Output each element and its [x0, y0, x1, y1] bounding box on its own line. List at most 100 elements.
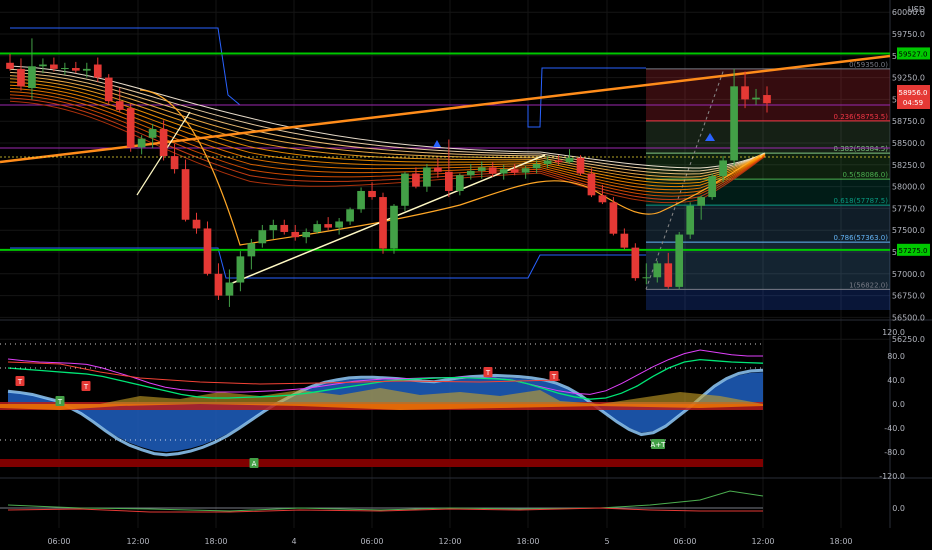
candle-body [379, 197, 387, 249]
candle-body [434, 167, 442, 172]
candle-body [642, 277, 651, 279]
ma-line [9, 75, 766, 178]
candle-body [368, 190, 376, 198]
fib-level-label: 1(56822.0) [849, 281, 888, 289]
lower-pane [0, 490, 764, 513]
time-tick-label: 06:00 [47, 537, 70, 546]
price-tick-label: 57750.0 [892, 204, 925, 213]
candle-body [653, 263, 662, 278]
fib-trend-line [645, 68, 725, 290]
time-tick-label: 18:00 [516, 537, 539, 546]
oscillator-tick-label: 120.0 [882, 328, 905, 337]
time-tick-label: 18:00 [204, 537, 227, 546]
candle-body [587, 173, 596, 196]
candle-body [730, 86, 738, 161]
oscillator-signal-label: T [83, 383, 89, 391]
candle-body [225, 282, 234, 296]
price-tick-label: 60000.0 [892, 8, 925, 17]
fib-level-label: 0.382(58384.5) [834, 145, 889, 153]
price-tick-label: 57500.0 [892, 226, 925, 235]
oscillator-wave-area [8, 372, 763, 452]
oscillator-tick-label: 80.0 [887, 352, 905, 361]
up-arrow-marker [433, 140, 441, 147]
candle-body [236, 256, 245, 283]
candle-body [708, 176, 716, 198]
price-tick-label: 56250.0 [892, 335, 925, 344]
oscillator-signal-badge [81, 381, 91, 391]
candle-body [412, 173, 420, 187]
candle-body [390, 205, 398, 249]
price-tick-label: 58500.0 [892, 139, 925, 148]
bottom-band [0, 459, 763, 467]
time-tick-label: 18:00 [829, 537, 852, 546]
up-arrow-marker [705, 133, 715, 141]
oscillator-tick-label: -80.0 [884, 448, 905, 457]
level-price-badge [897, 47, 930, 60]
candle-body [17, 68, 25, 87]
oscillator-signal-label: T [551, 373, 557, 381]
candle-body [82, 68, 91, 71]
time-tick-label: 12:00 [751, 537, 774, 546]
candle-body [346, 209, 354, 222]
candle-body [499, 169, 508, 174]
oscillator-pane: T T T A T T A+T [0, 343, 764, 468]
ma-slow [139, 89, 761, 246]
level-price-badge [897, 243, 930, 256]
oscillator-tick-label: 40.0 [887, 376, 905, 385]
candle-body [357, 190, 365, 210]
candle-body [302, 231, 311, 238]
candle-body [763, 95, 771, 104]
candle-body [521, 168, 530, 173]
fib-zone-extension [646, 289, 890, 310]
candle-body [598, 195, 607, 203]
oscillator-tick-label: -120.0 [879, 472, 905, 481]
candle-body [510, 169, 519, 173]
oscillator-signal-badge [483, 367, 493, 377]
last-price-value: 58956.0 [899, 89, 928, 97]
time-tick-label: 12:00 [126, 537, 149, 546]
currency-label: USD [908, 5, 925, 14]
candle-body [115, 101, 124, 110]
oscillator-signal-badge [249, 458, 259, 468]
time-tick-label: 4 [291, 537, 296, 546]
channel-lower [10, 247, 646, 279]
price-tick-label: 56500.0 [892, 313, 925, 322]
candle-body [28, 66, 36, 89]
candle-body [170, 156, 179, 170]
candle-body [126, 108, 135, 148]
candle-body [686, 205, 695, 235]
candle-body [423, 167, 431, 187]
candle-body [565, 157, 574, 163]
candle-body [61, 68, 69, 70]
candle-body [401, 173, 409, 206]
oscillator-signal-label: T [17, 378, 23, 386]
oscillator-signal-label: A+T [651, 441, 667, 449]
candle-body [488, 167, 497, 174]
trend-lines[interactable] [0, 52, 891, 285]
last-price-badge [897, 85, 930, 109]
candle-body [148, 129, 157, 138]
ma-line [9, 78, 766, 181]
candle-body [214, 273, 223, 296]
oscillator-signal-badge [651, 439, 665, 449]
time-tick-label: 12:00 [438, 537, 461, 546]
fib-level-label: 0.236(58753.5) [834, 113, 889, 121]
axes: 60500.060000.059750.059500.059250.059000… [47, 8, 930, 546]
candle-body [258, 230, 267, 244]
candle-body [159, 129, 168, 157]
fib-level-label: 0.5(58086.0) [842, 171, 888, 179]
candle-body [752, 97, 760, 100]
candle-body [192, 219, 201, 229]
candle-body [335, 221, 343, 228]
ma-line [9, 71, 766, 175]
candle-body [247, 243, 256, 257]
candlesticks[interactable] [6, 38, 771, 307]
level-price-text: 57275.0 [899, 247, 928, 255]
candle-body [39, 64, 47, 67]
candle-body [741, 86, 749, 100]
oscillator-signal-label: T [485, 369, 491, 377]
orange-area [0, 404, 763, 410]
orange-trend-line [0, 54, 891, 164]
candle-body [576, 157, 585, 174]
